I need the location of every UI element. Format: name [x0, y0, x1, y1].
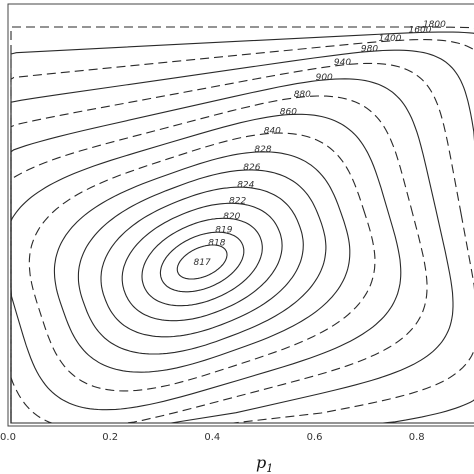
contour-label: 900 — [316, 73, 333, 83]
contour-label: 824 — [237, 180, 254, 190]
contour-label: 940 — [334, 58, 351, 68]
x-axis-label: p1 — [256, 453, 273, 474]
contour-line — [10, 31, 474, 424]
contour-line — [121, 202, 283, 322]
contour-label: 880 — [294, 90, 311, 100]
contour-line — [53, 151, 351, 373]
contour-label: 828 — [254, 145, 271, 155]
contour-label: 860 — [280, 108, 297, 118]
contour-line — [141, 217, 263, 307]
contour-label: 819 — [215, 226, 232, 236]
contour-label: 1800 — [423, 20, 446, 30]
contour-line — [10, 95, 428, 424]
x-tick-label: 0.6 — [307, 432, 323, 443]
x-tick-label: 0.2 — [102, 432, 118, 443]
contour-line — [159, 231, 245, 293]
contour-label: 1400 — [379, 34, 402, 44]
contour-line — [100, 186, 304, 338]
contour-label: 822 — [229, 197, 246, 207]
x-tick-label: 0.8 — [409, 432, 425, 443]
contour-line — [77, 169, 327, 355]
contour-labels: 8188198208228248268288408608809009409801… — [194, 20, 447, 268]
contour-label: 826 — [243, 163, 260, 173]
contour-label: 840 — [264, 126, 281, 136]
x-tick-label: 0.4 — [204, 432, 220, 443]
contour-line — [10, 26, 474, 424]
contour-label: 818 — [208, 238, 225, 248]
contour-line — [28, 132, 376, 392]
contour-label: 820 — [223, 212, 240, 222]
contour-label: 980 — [361, 44, 378, 54]
contour-line — [176, 244, 228, 280]
contour-line — [10, 39, 474, 424]
center-label: 817 — [194, 258, 211, 268]
plot-frame — [7, 3, 474, 427]
contour-line — [10, 113, 402, 411]
contour-label: 1600 — [409, 26, 432, 36]
contour-lines — [10, 26, 474, 424]
x-axis-ticks: 0.0 0.2 0.4 0.6 0.8 — [0, 432, 425, 443]
x-tick-label: 0.0 — [0, 432, 16, 443]
